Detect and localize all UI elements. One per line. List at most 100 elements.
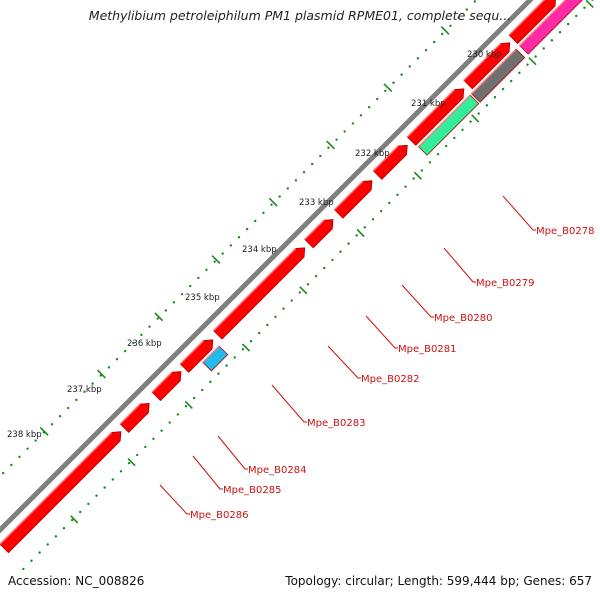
tick-dot-outer xyxy=(335,138,338,141)
tick-dot-inner xyxy=(217,372,220,375)
tick-dot-inner xyxy=(412,177,415,180)
tick-dot-inner xyxy=(54,535,58,538)
tick-dot-outer xyxy=(384,89,387,93)
tick-dot-inner xyxy=(379,209,383,213)
tick-dot-inner xyxy=(436,152,440,156)
tick-dot-outer xyxy=(67,406,70,410)
tick-dot-inner xyxy=(119,470,123,473)
tick-dot-outer xyxy=(1,471,5,475)
backbone-line xyxy=(0,0,534,534)
tick-dot-outer xyxy=(367,105,371,109)
tick-dot-outer xyxy=(392,81,395,84)
tick-dot-inner xyxy=(22,567,25,571)
major-tick-outer xyxy=(326,140,336,150)
tick-dot-inner xyxy=(493,96,497,99)
tick-dot-inner xyxy=(274,315,277,319)
tick-dot-outer xyxy=(213,260,216,263)
leader-line xyxy=(365,315,398,349)
major-tick-inner xyxy=(127,458,136,467)
tick-dot-inner xyxy=(363,226,367,229)
tick-dot-outer xyxy=(465,8,468,11)
tick-dot-inner xyxy=(160,429,163,432)
outer-gene-2-highlight xyxy=(119,403,141,425)
tick-dot-outer xyxy=(319,154,322,158)
tick-dot-inner xyxy=(241,348,245,351)
outer-gene-5 xyxy=(212,247,306,340)
tick-dot-outer xyxy=(58,414,62,418)
tick-dot-outer xyxy=(123,349,127,353)
tick-dot-inner xyxy=(298,291,302,294)
major-tick-outer xyxy=(97,369,106,379)
sequence-backbone xyxy=(0,0,534,534)
tick-dot-outer xyxy=(164,309,168,312)
tick-dot-outer xyxy=(416,57,420,60)
tick-dot-outer xyxy=(286,187,289,190)
outer-gene-11-highlight xyxy=(508,0,546,36)
tick-dot-inner xyxy=(444,144,448,148)
tick-dot-inner xyxy=(542,47,545,50)
tick-dot-inner xyxy=(257,331,261,335)
tick-dot-outer xyxy=(180,292,184,296)
leader-line xyxy=(327,345,361,379)
tick-dot-inner xyxy=(225,364,228,367)
kbp-tick-label: 235 kbp xyxy=(185,293,220,303)
tick-dot-outer xyxy=(91,382,94,385)
tick-dot-outer xyxy=(205,268,208,271)
gene-label: Mpe_B0278 xyxy=(536,226,594,237)
outer-gene-4-highlight xyxy=(179,340,205,365)
gene-pink-highlight xyxy=(519,0,567,47)
tick-dot-outer xyxy=(310,162,314,166)
kbp-tick-label: 237 kbp xyxy=(67,385,102,395)
tick-dot-outer xyxy=(327,146,330,150)
leader-line xyxy=(443,247,476,283)
gene-label: Mpe_B0286 xyxy=(190,510,248,521)
tick-dot-inner xyxy=(152,437,155,440)
tick-dot-inner xyxy=(266,323,269,327)
tick-dot-outer xyxy=(343,130,346,133)
kbp-tick-labels: 230 kbp 231 kbp 232 kbp 233 kbp 234 kbp 235 k… xyxy=(7,50,502,440)
tick-dot-outer xyxy=(270,203,273,206)
tick-dot-outer xyxy=(302,171,306,174)
outer-gene-6-highlight xyxy=(304,219,325,240)
tick-dot-inner xyxy=(184,405,188,408)
tick-dot-outer xyxy=(457,16,460,19)
tick-dot-inner xyxy=(518,71,521,75)
tick-dot-outer xyxy=(18,455,21,459)
tick-dot-inner xyxy=(62,527,66,530)
tick-dot-outer xyxy=(229,244,233,247)
tick-dot-inner xyxy=(534,55,537,58)
tick-dot-inner xyxy=(428,161,432,164)
gene-label: Mpe_B0280 xyxy=(434,313,492,324)
tick-dot-outer xyxy=(449,24,452,28)
tick-dot-inner xyxy=(575,14,578,18)
tick-dot-inner xyxy=(168,421,171,424)
kbp-tick-label: 231 kbp xyxy=(411,99,446,109)
tick-dot-outer xyxy=(424,49,428,52)
tick-dot-outer xyxy=(351,122,355,125)
major-tick-outer xyxy=(383,83,393,93)
major-tick-outer xyxy=(211,255,221,264)
leader-line xyxy=(217,435,248,470)
tick-dot-inner xyxy=(176,413,180,416)
major-tick-outer xyxy=(39,426,49,436)
major-tick-inner xyxy=(471,114,480,123)
tick-dot-inner xyxy=(404,185,407,188)
tick-dot-outer xyxy=(254,219,257,223)
tick-dot-inner xyxy=(591,0,594,1)
inner-gene-track xyxy=(202,0,583,372)
map-title: Methylibium petroleiphilum PM1 plasmid R… xyxy=(88,8,512,23)
tick-dot-inner xyxy=(550,39,554,42)
tick-dot-outer xyxy=(50,423,54,426)
tick-dot-outer xyxy=(197,276,200,280)
tick-dot-inner xyxy=(485,104,489,107)
tick-dot-inner xyxy=(461,128,464,131)
outer-gene-7-highlight xyxy=(333,180,364,211)
gene-label: Mpe_B0285 xyxy=(223,485,281,496)
tick-dot-outer xyxy=(132,341,135,345)
tick-dot-outer xyxy=(172,301,176,304)
topology-summary: Topology: circular; Length: 599,444 bp; … xyxy=(285,574,592,588)
tick-dot-outer xyxy=(189,284,192,288)
major-tick-inner xyxy=(413,171,422,180)
tick-dot-outer xyxy=(75,398,78,402)
tick-dot-outer xyxy=(10,463,13,467)
